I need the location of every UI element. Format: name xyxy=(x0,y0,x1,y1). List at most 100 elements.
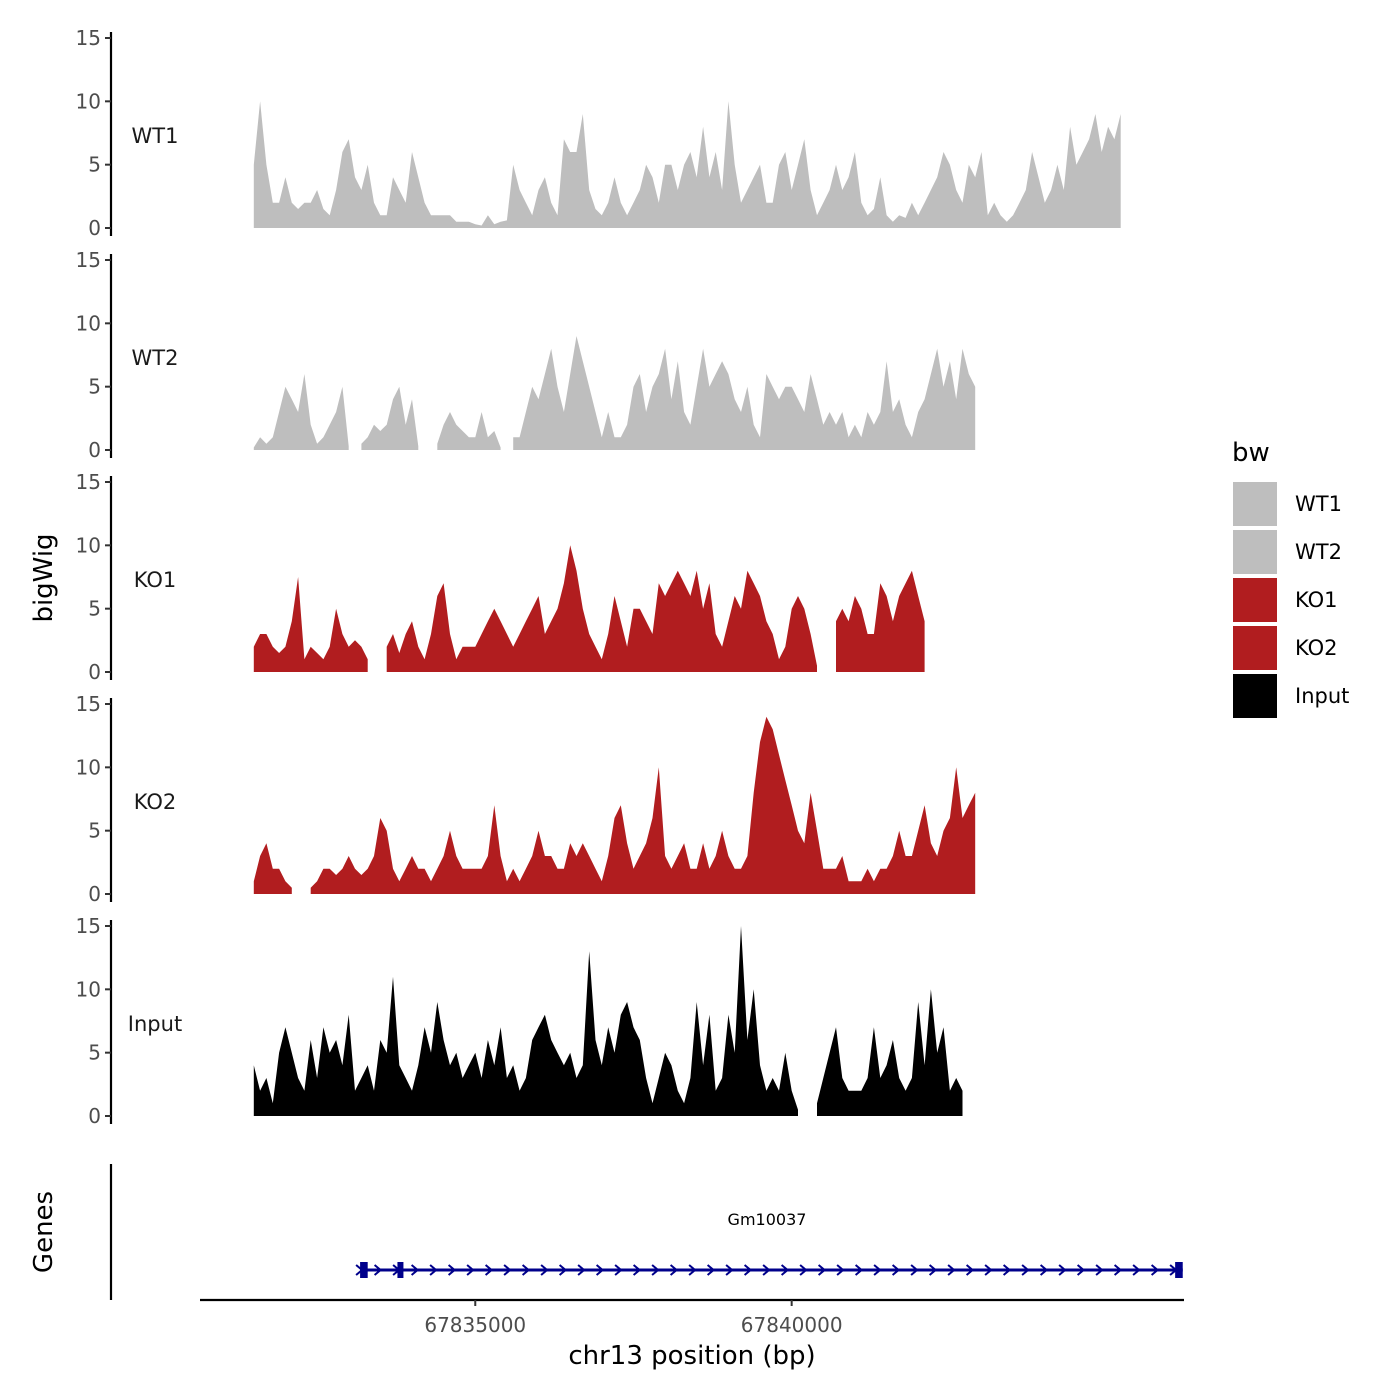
legend-swatch xyxy=(1233,626,1277,670)
y-tick-label: 15 xyxy=(76,26,101,50)
gene-model: Gm10037 xyxy=(355,1210,1183,1278)
exon xyxy=(397,1262,404,1278)
area-ko2-segment xyxy=(253,843,292,894)
y-tick-label: 5 xyxy=(88,1041,101,1065)
strand-arrow xyxy=(651,1264,660,1276)
strand-arrow xyxy=(1058,1264,1067,1276)
y-tick-label: 5 xyxy=(88,153,101,177)
y-tick-label: 5 xyxy=(88,375,101,399)
strand-arrow xyxy=(484,1264,494,1276)
strand-arrow xyxy=(817,1264,827,1276)
legend: bw WT1 WT2 KO1 KO2 Input xyxy=(1232,438,1349,718)
strand-arrow xyxy=(1113,1264,1123,1276)
y-tick-label: 10 xyxy=(76,533,101,557)
strand-arrow xyxy=(1150,1264,1160,1276)
area-input-segment xyxy=(253,926,799,1116)
strand-arrow xyxy=(688,1264,697,1276)
strand-arrow xyxy=(873,1264,882,1276)
strand-arrow xyxy=(558,1264,568,1276)
track-label: WT2 xyxy=(132,346,179,370)
y-tick-label: 0 xyxy=(88,1104,101,1128)
y-tick-label: 0 xyxy=(88,216,101,240)
strand-arrow xyxy=(725,1264,734,1276)
y-tick-label: 15 xyxy=(76,692,101,716)
legend-label: KO1 xyxy=(1295,588,1338,612)
strand-arrow xyxy=(780,1264,790,1276)
y-tick-label: 0 xyxy=(88,438,101,462)
strand-arrow xyxy=(429,1264,438,1276)
legend-label: Input xyxy=(1295,684,1349,708)
area-input-segment xyxy=(817,989,963,1116)
strand-arrow xyxy=(521,1264,531,1276)
track-label: KO1 xyxy=(134,568,177,592)
y-tick-label: 10 xyxy=(76,977,101,1001)
area-wt2-segment xyxy=(513,336,976,450)
strand-arrow xyxy=(503,1264,512,1276)
legend-label: KO2 xyxy=(1295,636,1338,660)
legend-entry-ko2: KO2 xyxy=(1233,626,1338,670)
x-axis-title: chr13 position (bp) xyxy=(568,1341,815,1371)
bigwig-tracks: 0 5 10 15 WT1 0 5 10 15 WT2 0 5 10 15 KO1 0 5 10 15 KO2 0 5 10… xyxy=(76,26,1121,1128)
strand-arrow xyxy=(762,1264,771,1276)
track-wt1: 0 5 10 15 WT1 xyxy=(76,26,1121,240)
area-wt1-segment xyxy=(253,101,1121,228)
strand-arrow xyxy=(1021,1264,1030,1276)
y-tick-label: 10 xyxy=(76,755,101,779)
strand-arrow xyxy=(1002,1264,1012,1276)
track-label: KO2 xyxy=(134,790,177,814)
track-label: WT1 xyxy=(132,124,179,148)
legend-entry-wt2: WT2 xyxy=(1233,530,1342,574)
y-axis-title: bigWig xyxy=(29,533,59,622)
legend-swatch xyxy=(1233,530,1277,574)
y-tick-label: 10 xyxy=(76,89,101,113)
strand-arrow xyxy=(614,1264,623,1276)
strand-arrow xyxy=(947,1264,956,1276)
area-ko2-segment xyxy=(310,716,976,894)
y-tick-label: 5 xyxy=(88,597,101,621)
area-wt2-segment xyxy=(437,412,501,450)
strand-arrow xyxy=(669,1264,679,1276)
x-axis: chr13 position (bp) 67835000 67840000 xyxy=(200,1298,1184,1371)
strand-arrow xyxy=(928,1264,938,1276)
legend-swatch xyxy=(1233,482,1277,526)
area-ko1-segment xyxy=(386,545,817,672)
y-tick-label: 5 xyxy=(88,819,101,843)
y-tick-label: 15 xyxy=(76,914,101,938)
strand-arrow xyxy=(965,1264,975,1276)
strand-arrow xyxy=(1132,1264,1141,1276)
strand-arrow xyxy=(984,1264,993,1276)
x-tick-label: 67835000 xyxy=(424,1313,526,1337)
strand-arrow xyxy=(1039,1264,1049,1276)
legend-entry-ko1: KO1 xyxy=(1233,578,1338,622)
track-ko2: 0 5 10 15 KO2 xyxy=(76,692,976,906)
legend-label: WT1 xyxy=(1295,492,1342,516)
strand-arrow xyxy=(1095,1264,1104,1276)
area-wt2-segment xyxy=(253,374,349,450)
y-tick-label: 0 xyxy=(88,882,101,906)
y-tick-label: 10 xyxy=(76,311,101,335)
strand-arrow xyxy=(577,1264,586,1276)
y-tick-label: 0 xyxy=(88,660,101,684)
legend-entry-input: Input xyxy=(1233,674,1349,718)
area-ko1-segment xyxy=(253,577,368,672)
legend-swatch xyxy=(1233,674,1277,718)
track-wt2: 0 5 10 15 WT2 xyxy=(76,248,976,462)
strand-arrow xyxy=(743,1264,753,1276)
gene-name-label: Gm10037 xyxy=(728,1210,807,1229)
strand-arrow xyxy=(854,1264,864,1276)
exon xyxy=(1175,1262,1183,1278)
track-input: 0 5 10 15 Input xyxy=(76,914,963,1128)
strand-arrow xyxy=(447,1264,457,1276)
y-tick-label: 15 xyxy=(76,248,101,272)
strand-arrow xyxy=(1076,1264,1086,1276)
strand-arrow xyxy=(706,1264,716,1276)
genes-axis-title: Genes xyxy=(29,1191,59,1273)
track-label: Input xyxy=(128,1012,182,1036)
exon xyxy=(360,1262,368,1278)
strand-arrow xyxy=(836,1264,845,1276)
x-tick-label: 67840000 xyxy=(741,1313,843,1337)
legend-label: WT2 xyxy=(1295,540,1342,564)
strand-arrow xyxy=(540,1264,549,1276)
strand-arrow xyxy=(799,1264,808,1276)
